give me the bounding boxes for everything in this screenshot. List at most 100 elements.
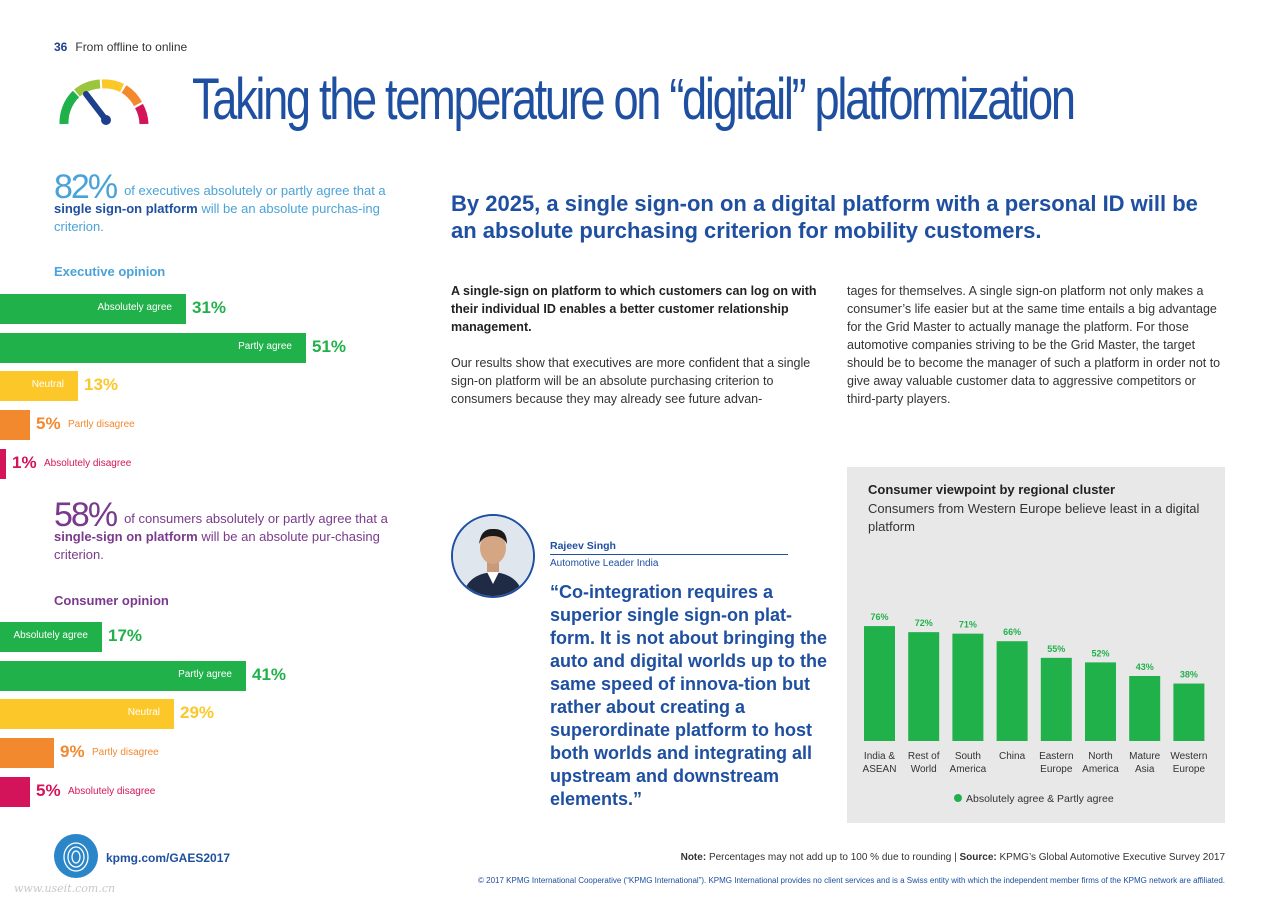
consumer-stat: 58% of consumers absolutely or partly agr… bbox=[54, 498, 399, 564]
consumer-bar-value: 5% bbox=[36, 780, 61, 800]
consumer-bold: single-sign on platform bbox=[54, 529, 198, 544]
region-bar-value: 55% bbox=[1047, 644, 1065, 654]
region-category-label: World bbox=[911, 764, 937, 775]
executive-bar-absolutely-disagree bbox=[0, 448, 6, 479]
person-portrait-icon bbox=[453, 516, 533, 596]
watermark: www.useit.com.cn bbox=[14, 882, 116, 895]
executive-bar-value: 51% bbox=[312, 336, 347, 356]
region-bar-value: 43% bbox=[1136, 662, 1154, 672]
executive-big-number: 82% bbox=[54, 168, 118, 206]
article-lead: A single-sign on platform to which custo… bbox=[451, 284, 817, 334]
region-category-label: Europe bbox=[1040, 764, 1073, 775]
section-name: From offline to online bbox=[75, 40, 188, 54]
consumer-bar-label: Absolutely agree bbox=[13, 630, 89, 641]
consumer-bar-neutral: Neutral bbox=[0, 699, 174, 730]
region-bar-value: 72% bbox=[915, 618, 933, 628]
consumer-bar-value: 9% bbox=[60, 742, 85, 762]
region-category-label: Eastern bbox=[1039, 751, 1073, 762]
region-category-label: China bbox=[999, 751, 1026, 762]
note-label: Note: bbox=[680, 852, 707, 863]
consumer-bar-value: 29% bbox=[180, 703, 215, 723]
executive-bar-label: Partly agree bbox=[238, 340, 292, 352]
consumer-heading: Consumer opinion bbox=[54, 593, 169, 608]
consumer-bar-value: 17% bbox=[108, 626, 143, 645]
executive-bar-value: 31% bbox=[192, 298, 227, 317]
consumer-bar-label: Absolutely disagree bbox=[68, 785, 156, 797]
region-bar bbox=[1129, 675, 1161, 741]
region-category-label: Mature bbox=[1129, 751, 1161, 762]
copyright: © 2017 KPMG International Cooperative (“… bbox=[478, 876, 1225, 885]
executive-bar-partly-disagree bbox=[0, 410, 30, 441]
consumer-bar-partly-disagree bbox=[0, 738, 54, 769]
region-bar bbox=[1173, 683, 1205, 741]
consumer-bar-absolutely-disagree bbox=[0, 776, 30, 807]
consumer-bar-label: Partly agree bbox=[178, 668, 232, 680]
region-bar bbox=[996, 641, 1028, 741]
region-category-label: South bbox=[955, 751, 981, 762]
executive-bold: single sign-on platform bbox=[54, 201, 198, 216]
region-bar bbox=[1085, 662, 1116, 741]
region-category-label: America bbox=[1082, 764, 1119, 775]
consumer-bar-label: Neutral bbox=[127, 707, 160, 719]
executive-bar-label: Absolutely agree bbox=[97, 302, 173, 313]
footer-url-link[interactable]: kpmg.com/GAES2017 bbox=[106, 851, 231, 865]
region-bar bbox=[864, 626, 895, 741]
page-title: Taking the temperature on “digitail” pla… bbox=[192, 67, 1076, 132]
consumer-big-number: 58% bbox=[54, 496, 118, 534]
page-number: 36 bbox=[54, 40, 68, 54]
quote-author-role: Automotive Leader India bbox=[550, 558, 659, 569]
consumer-bar-label: Partly disagree bbox=[92, 747, 159, 759]
chart-subtitle: Consumers from Western Europe believe le… bbox=[868, 501, 1200, 534]
executive-text-b: will be an absolute purchas-ing criterio… bbox=[54, 201, 380, 234]
region-bar-value: 71% bbox=[959, 620, 977, 630]
executive-bar-label: Absolutely disagree bbox=[44, 457, 132, 469]
legend-dot-icon bbox=[954, 794, 962, 802]
executive-bar-absolutely-agree: Absolutely agree bbox=[0, 294, 186, 324]
chart-title: Consumer viewpoint by regional cluster bbox=[868, 482, 1116, 497]
region-bar bbox=[1040, 657, 1072, 741]
page-header: 36 From offline to online bbox=[54, 40, 187, 54]
region-category-label: ASEAN bbox=[863, 764, 897, 775]
note-text: Percentages may not add up to 100 % due … bbox=[708, 852, 957, 863]
region-bar-value: 52% bbox=[1091, 648, 1109, 658]
fingerprint-logo-icon bbox=[54, 834, 98, 878]
consumer-bar-absolutely-agree: Absolutely agree bbox=[0, 622, 102, 652]
executive-bar-label: Partly disagree bbox=[68, 419, 135, 431]
article-body-2: tages for themselves. A single sign-on p… bbox=[847, 284, 1221, 406]
quote-divider bbox=[550, 554, 788, 555]
chart-legend: Absolutely agree & Partly agree bbox=[954, 793, 1114, 805]
region-category-label: Western bbox=[1170, 751, 1207, 762]
consumer-bar-partly-agree: Partly agree bbox=[0, 660, 246, 691]
source-text: KPMG’s Global Automotive Executive Surve… bbox=[999, 852, 1225, 863]
region-category-label: India & bbox=[864, 751, 895, 762]
executive-bar-value: 13% bbox=[84, 375, 119, 395]
avatar bbox=[451, 514, 535, 598]
regional-bar-chart: 76% India & ASEAN 72% Rest of World 71% South Am… bbox=[863, 612, 1208, 775]
article-headline: By 2025, a single sign-on on a digital p… bbox=[451, 191, 1198, 243]
region-category-label: America bbox=[950, 764, 987, 775]
executive-bar-label: Neutral bbox=[31, 379, 64, 391]
executive-heading: Executive opinion bbox=[54, 264, 166, 279]
legend-label: Absolutely agree & Partly agree bbox=[966, 793, 1114, 805]
consumer-text-a: of consumers absolutely or partly agree … bbox=[124, 511, 388, 526]
quote-text: “Co-integration requires a superior sing… bbox=[550, 582, 827, 809]
executive-stat: 82% of executives absolutely or partly ag… bbox=[54, 170, 399, 236]
executive-bar-value: 1% bbox=[12, 452, 37, 472]
region-category-label: Europe bbox=[1173, 764, 1206, 775]
consumer-text-b: will be an absolute pur-chasing criterio… bbox=[54, 529, 380, 562]
article-body-1: Our results show that executives are mor… bbox=[451, 356, 811, 406]
region-bar-value: 38% bbox=[1180, 670, 1198, 680]
region-bar-value: 66% bbox=[1003, 627, 1021, 637]
footer-note: Note: Percentages may not add up to 100 … bbox=[681, 852, 1225, 863]
region-category-label: Rest of bbox=[908, 751, 940, 762]
consumer-bar-value: 41% bbox=[252, 664, 287, 684]
executive-bar-partly-agree: Partly agree bbox=[0, 332, 306, 363]
executive-bar-neutral: Neutral bbox=[0, 371, 78, 402]
executive-text-a: of executives absolutely or partly agree… bbox=[124, 183, 386, 198]
region-bar bbox=[952, 633, 984, 741]
executive-bar-value: 5% bbox=[36, 414, 61, 434]
region-bar-value: 76% bbox=[870, 612, 888, 622]
quote-author-name: Rajeev Singh bbox=[550, 540, 616, 552]
region-bar bbox=[908, 632, 940, 741]
source-label: Source: bbox=[959, 852, 997, 863]
